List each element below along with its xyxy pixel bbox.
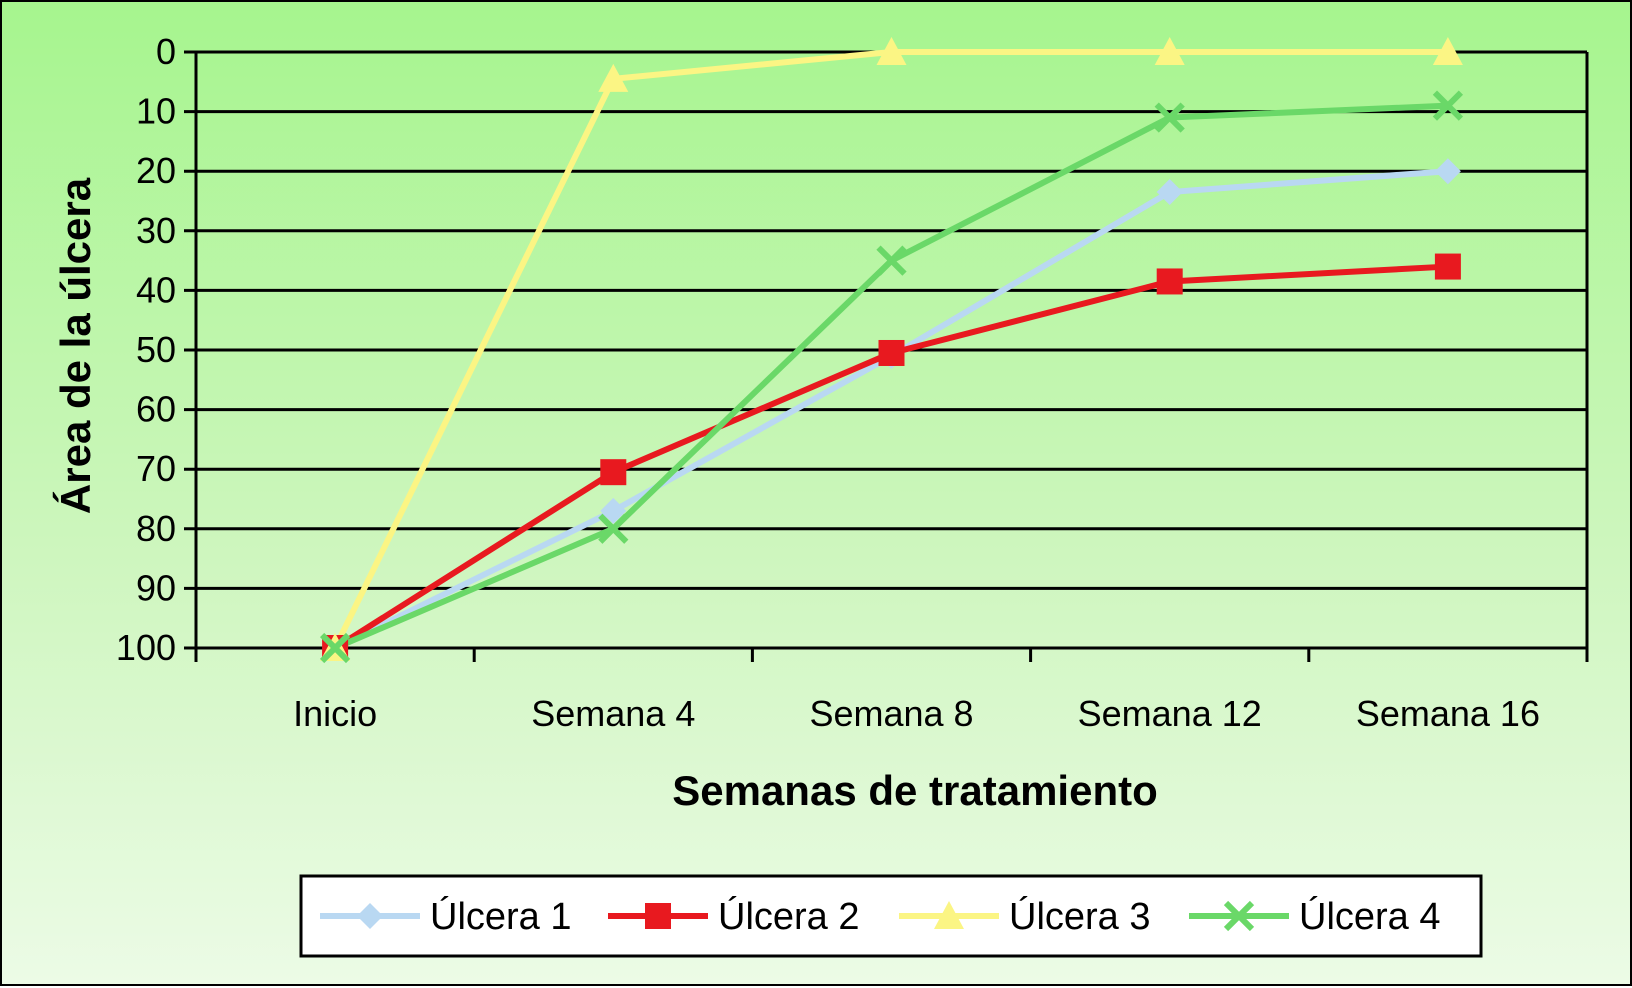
legend-marker	[934, 901, 964, 929]
data-point-series-4	[598, 513, 629, 544]
x-tick-label: Semana 8	[809, 693, 973, 734]
legend-item-3: Úlcera 3	[899, 895, 1151, 938]
data-point-series-3	[1432, 37, 1463, 65]
y-tick-labels: 0 10 20 30 40 50 60 70 80 90 100	[116, 31, 176, 668]
data-point-series-3	[598, 63, 629, 92]
data-point-series-3	[1154, 37, 1185, 65]
y-tick-label: 90	[136, 567, 176, 608]
legend: Úlcera 1 Úlcera 2 Úlcera 3 Úlcera 4	[299, 874, 1483, 958]
legend-marker	[357, 903, 383, 929]
legend-marker	[645, 903, 671, 929]
axes	[184, 52, 1589, 662]
data-point-series-2	[1434, 253, 1461, 280]
x-tick-labels: Inicio Semana 4 Semana 8 Semana 12 Semana 16	[293, 693, 1540, 734]
y-tick-label: 0	[156, 31, 176, 72]
x-axis-title: Semanas de tratamiento	[672, 767, 1158, 814]
series-markers	[319, 37, 1464, 664]
legend-marker	[1223, 900, 1255, 932]
data-point-series-3	[876, 37, 907, 65]
data-point-series-4	[1154, 102, 1185, 133]
legend-label: Úlcera 2	[718, 895, 860, 938]
y-tick-label: 70	[136, 448, 176, 489]
y-tick-label: 60	[136, 389, 176, 430]
data-point-series-4	[876, 245, 907, 276]
x-tick-label: Inicio	[293, 693, 377, 734]
data-point-series-1	[1156, 179, 1183, 206]
legend-item-1: Úlcera 1	[320, 895, 572, 938]
x-tick-label: Semana 12	[1078, 693, 1262, 734]
y-tick-label: 80	[136, 508, 176, 549]
y-tick-label: 10	[136, 91, 176, 132]
y-tick-label: 20	[136, 150, 176, 191]
data-point-series-4	[1432, 90, 1464, 121]
y-tick-label: 30	[136, 210, 176, 251]
y-tick-label: 100	[116, 627, 176, 668]
data-point-series-1	[600, 497, 627, 524]
legend-item-4: Úlcera 4	[1189, 895, 1441, 938]
x-tick-label: Semana 16	[1356, 693, 1540, 734]
y-tick-label: 50	[136, 329, 176, 370]
series-line-2	[333, 263, 1449, 651]
x-tick-label: Semana 4	[531, 693, 695, 734]
data-point-series-1	[1434, 158, 1461, 185]
legend-label: Úlcera 4	[1299, 895, 1441, 938]
legend-item-2: Úlcera 2	[608, 895, 860, 938]
y-axis-title: Área de la úlcera	[52, 177, 99, 514]
data-point-series-2	[600, 459, 627, 486]
legend-label: Úlcera 1	[430, 895, 572, 938]
y-tick-label: 40	[136, 269, 176, 310]
legend-label: Úlcera 3	[1009, 895, 1151, 938]
data-point-series-2	[878, 339, 905, 366]
data-point-series-2	[1156, 268, 1183, 295]
data-point-series-4	[319, 632, 351, 664]
